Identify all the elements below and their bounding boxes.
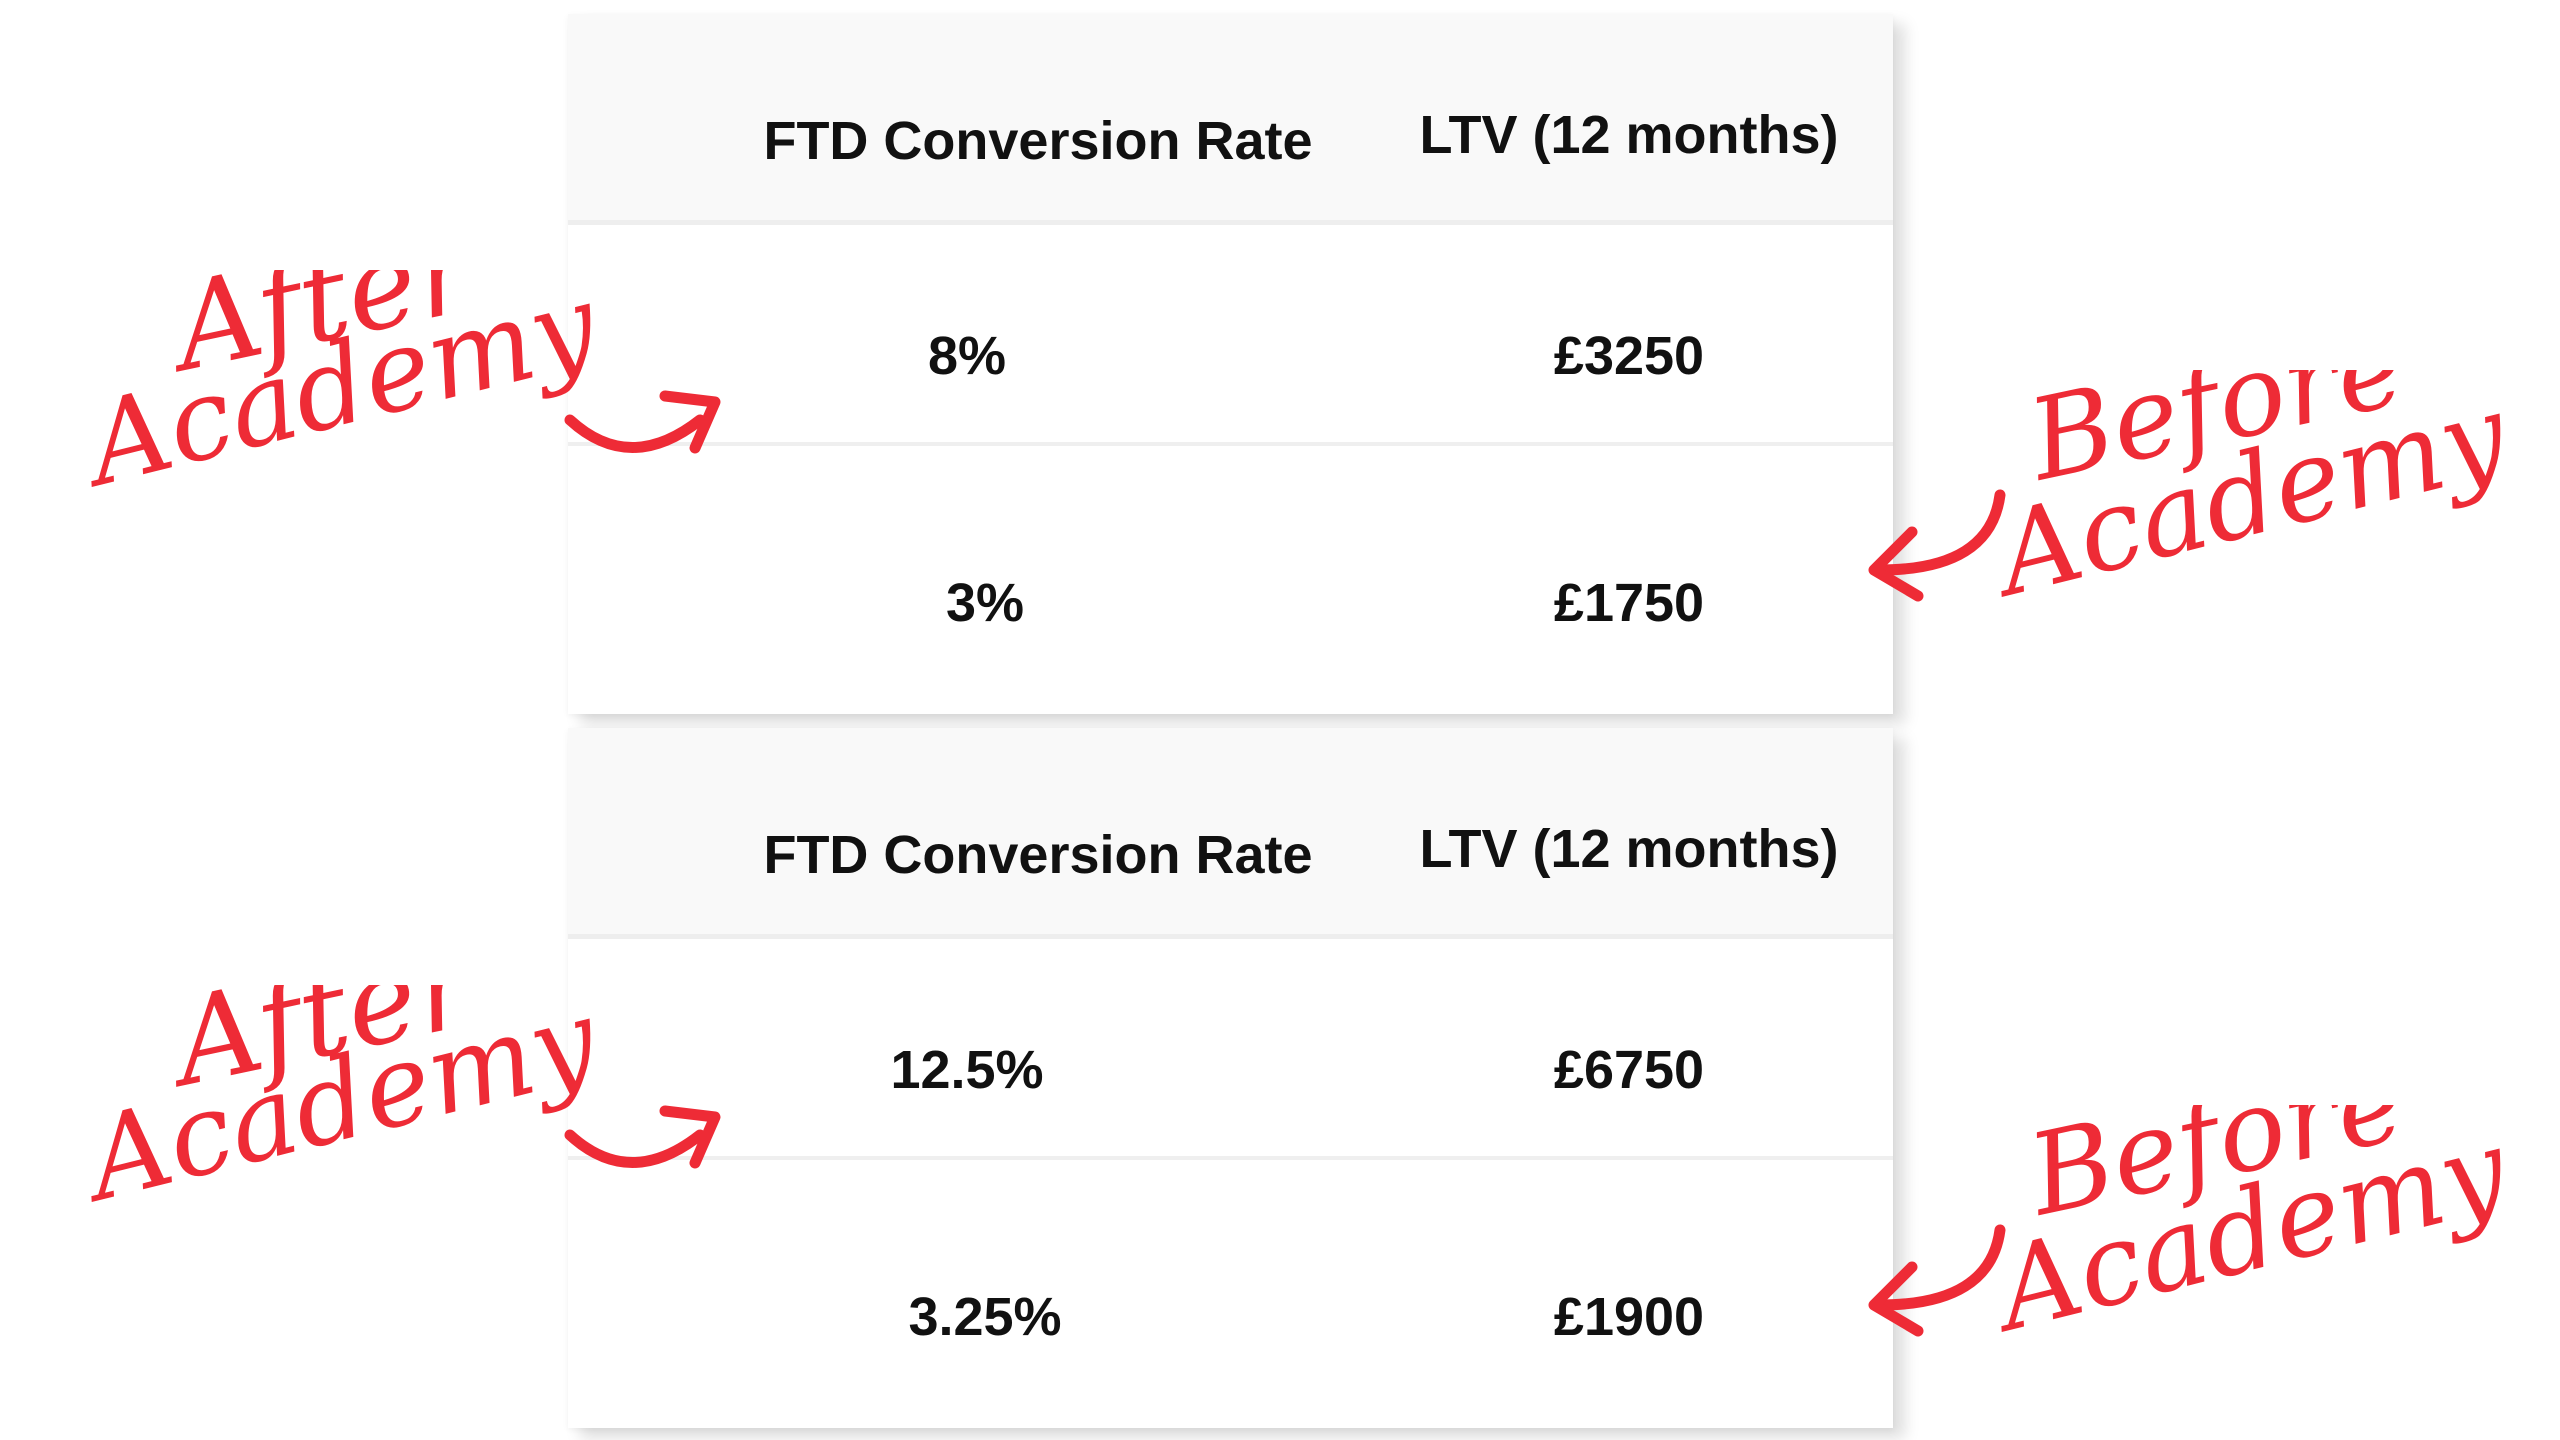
before-label-line2: Academy xyxy=(1976,1105,2520,1358)
before-ltv-value: £1750 xyxy=(1553,573,1705,633)
table-header-row: FTD Conversion Rate LTV (12 months) xyxy=(568,14,1893,225)
header-ltv: LTV (12 months) xyxy=(1419,105,1839,165)
after-conversion-value: 8% xyxy=(927,326,1007,386)
header-ltv: LTV (12 months) xyxy=(1419,819,1839,879)
after-label-line2: Academy xyxy=(90,270,611,513)
after-label-line1: After xyxy=(153,985,491,1114)
after-label-line2: Academy xyxy=(90,985,611,1228)
header-conversion-rate: FTD Conversion Rate xyxy=(763,825,1313,885)
after-label-line1: After xyxy=(153,270,491,399)
before-conversion-value: 3.25% xyxy=(908,1287,1062,1347)
after-ltv-value: £6750 xyxy=(1553,1040,1705,1100)
after-ltv-value: £3250 xyxy=(1553,326,1705,386)
table-row-before: 3% £1750 xyxy=(568,446,1893,714)
before-label-line1: Before xyxy=(2017,370,2415,507)
table-row-after: 12.5% £6750 xyxy=(568,939,1893,1160)
before-conversion-value: 3% xyxy=(945,573,1025,633)
before-label-line2: Academy xyxy=(1976,370,2520,623)
table-row-before: 3.25% £1900 xyxy=(568,1160,1893,1428)
comparison-table-2: FTD Conversion Rate LTV (12 months) 12.5… xyxy=(568,728,1893,1428)
before-ltv-value: £1900 xyxy=(1553,1287,1705,1347)
table-header-row: FTD Conversion Rate LTV (12 months) xyxy=(568,728,1893,939)
table-row-after: 8% £3250 xyxy=(568,225,1893,446)
header-conversion-rate: FTD Conversion Rate xyxy=(763,111,1313,171)
before-academy-annotation-1: Before Academy xyxy=(1868,370,2520,623)
before-academy-annotation-2: Before Academy xyxy=(1868,1105,2520,1358)
before-label-line1: Before xyxy=(2017,1105,2415,1242)
comparison-table-1: FTD Conversion Rate LTV (12 months) 8% £… xyxy=(568,14,1893,714)
after-conversion-value: 12.5% xyxy=(890,1040,1044,1100)
